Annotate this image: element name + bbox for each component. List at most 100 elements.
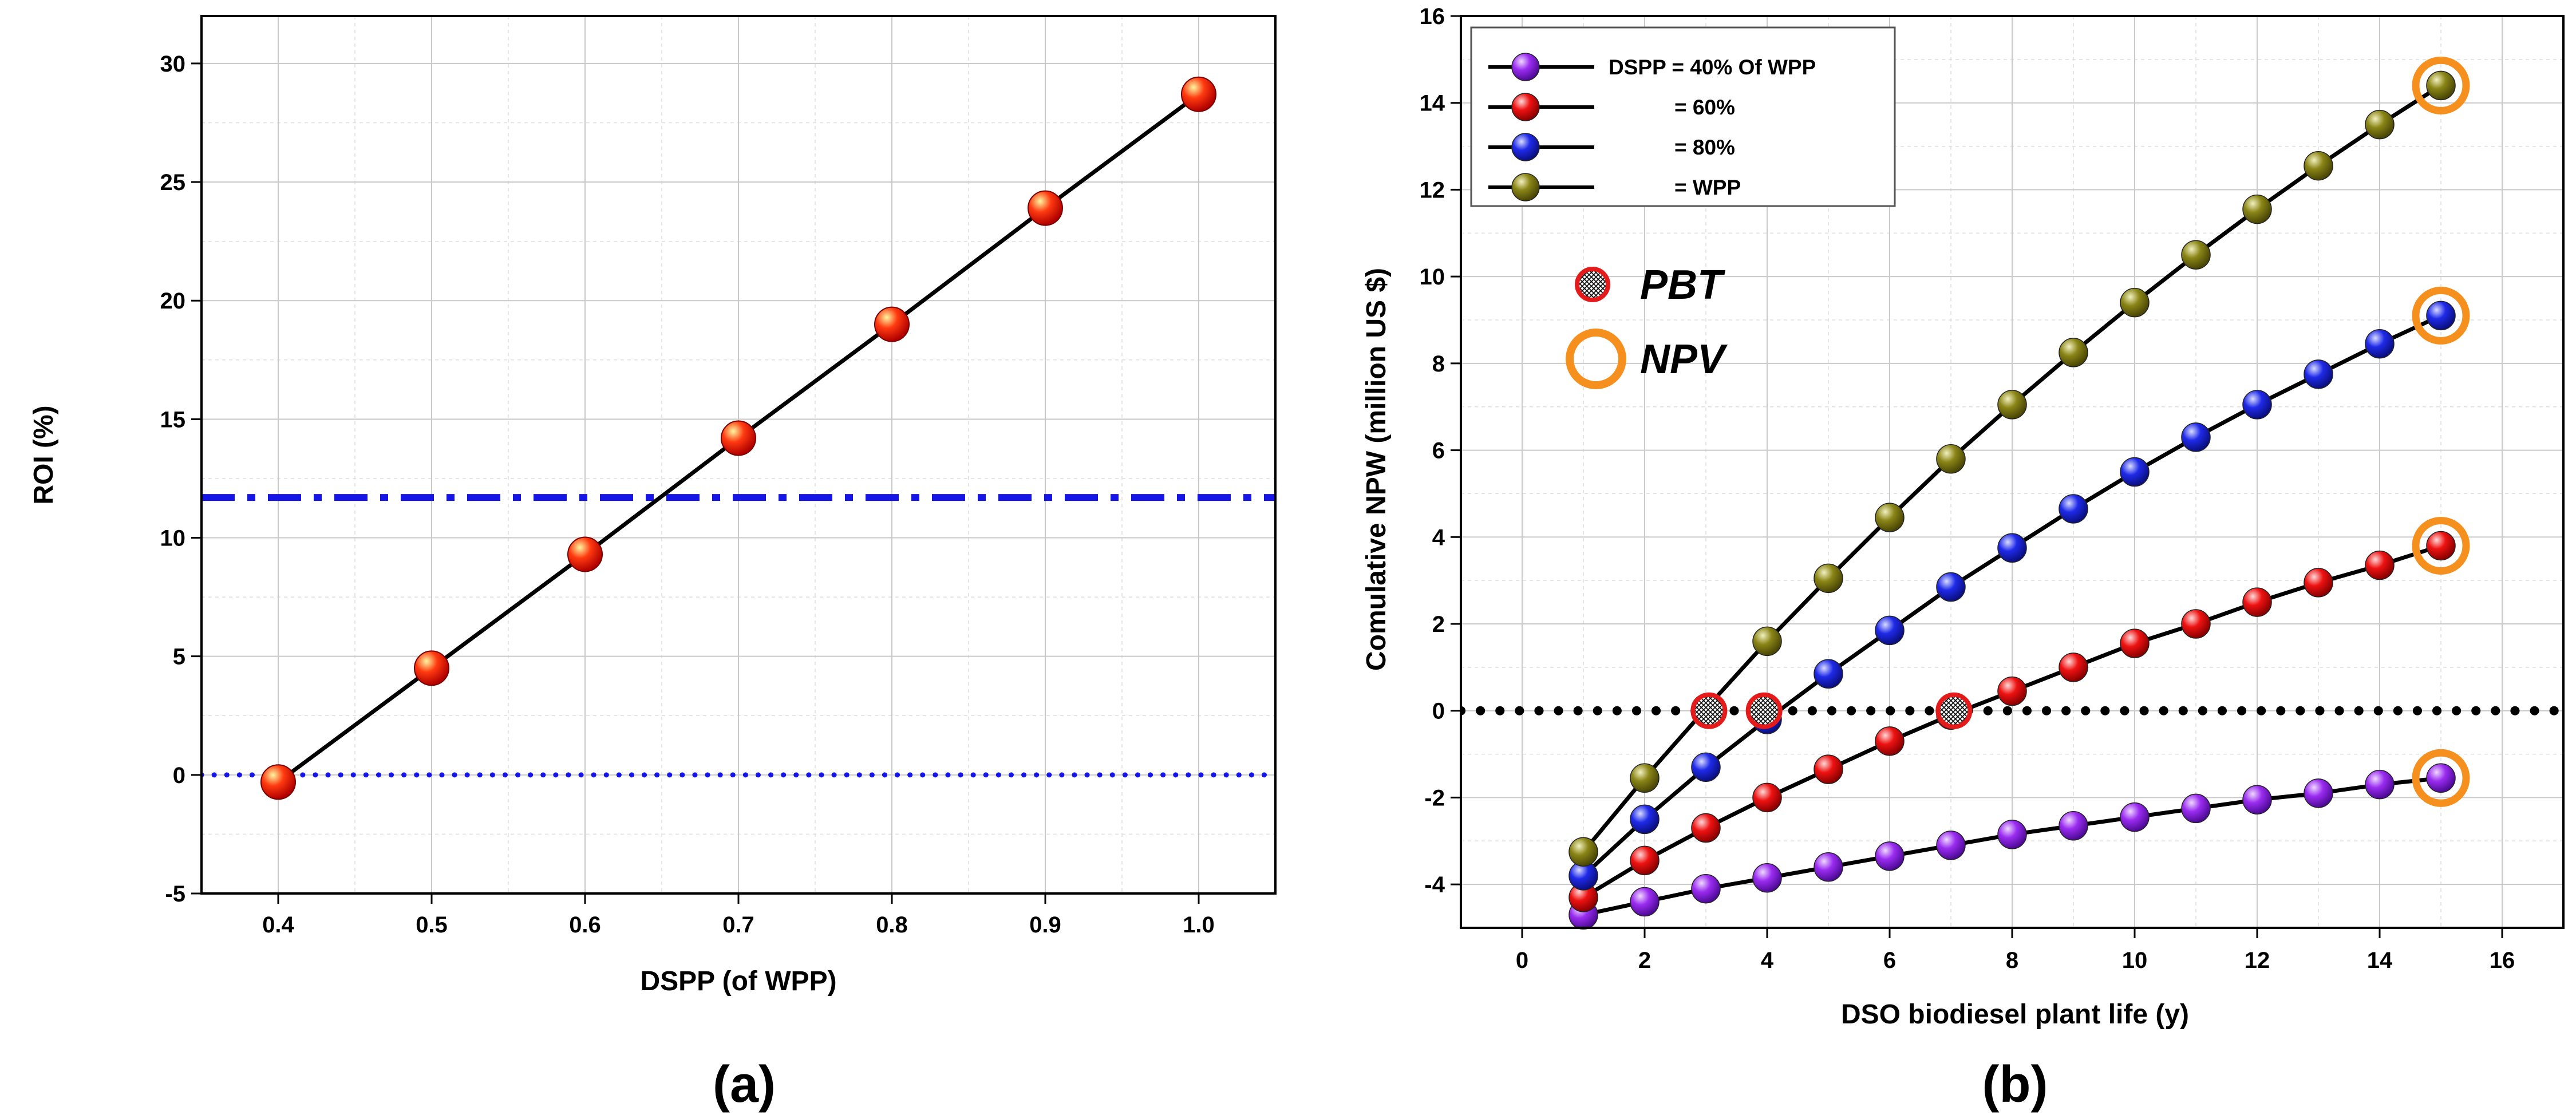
panel-a-data-point <box>1028 190 1063 226</box>
panel-b-data-point-blue <box>1997 533 2027 563</box>
panel-a-x-tick-label: 1.0 <box>1183 912 1215 938</box>
panel-b-x-tick-label: 14 <box>2367 948 2393 973</box>
panel-b-data-point-purple <box>1691 873 1721 904</box>
panel-b-data-point-olive <box>2059 338 2088 367</box>
pbt-marker <box>1935 692 1973 729</box>
panel-b-x-tick-label: 8 <box>2006 948 2018 973</box>
panel-a-x-ticks: 0.4 0.5 0.6 0.7 0.8 0.9 1.0 <box>262 893 1215 938</box>
panel-b-y-tick-label: 10 <box>1420 264 1445 290</box>
panel-b-data-point-red <box>2365 550 2395 580</box>
panel-a-x-tick-label: 0.8 <box>876 912 908 938</box>
panel-b-x-ticks: 0 2 4 6 8 10 12 14 16 <box>1516 928 2515 973</box>
legend-label: DSPP = 40% Of WPP <box>1609 56 1816 79</box>
panel-b-data-point-purple <box>2365 769 2395 800</box>
npv-annotation: NPV <box>1566 329 1728 389</box>
panel-a-series <box>260 76 1216 800</box>
panel-a-x-tick-label: 0.4 <box>262 912 294 938</box>
npv-marker <box>2412 56 2470 114</box>
panel-b-legend: DSPP = 40% Of WPP = 60% = 80% = WPP <box>1470 26 1896 207</box>
panel-b-data-point-olive <box>1568 837 1598 867</box>
panel-b-x-tick-label: 6 <box>1883 948 1896 973</box>
panel-b-data-point-olive <box>2365 109 2395 140</box>
panel-b-data-point-red <box>1630 845 1660 876</box>
npv-marker <box>2412 516 2470 575</box>
panel-b: 0 2 4 6 8 10 12 14 16 -4 -2 0 2 4 6 8 10 12 14 16 DSPP = 4… <box>1361 4 2565 1113</box>
panel-b-data-point-purple <box>1936 831 1966 860</box>
panel-b-x-axis-title: DSO biodiesel plant life (y) <box>1841 999 2189 1030</box>
panel-a-reference-lines <box>202 494 1275 778</box>
panel-b-y-axis-title: Comulative NPW (million US $) <box>1361 268 1392 671</box>
legend-marker <box>1511 93 1540 121</box>
panel-a-y-tick-label: 30 <box>160 52 186 77</box>
panel-a-data-point <box>874 306 910 342</box>
panel-b-y-tick-label: -2 <box>1424 785 1445 810</box>
npv-annotation-label: NPV <box>1640 337 1728 382</box>
panel-b-data-point-purple <box>2059 810 2088 841</box>
panel-a-y-tick-label: 20 <box>160 288 186 314</box>
panel-b-data-point-olive <box>2426 70 2456 101</box>
panel-b-data-point-purple <box>1630 887 1660 917</box>
panel-b-data-point-purple <box>2242 785 2272 814</box>
panel-a-y-tick-label: 0 <box>173 763 185 788</box>
pbt-annotation-label: PBT <box>1640 262 1726 308</box>
panel-b-data-point-olive <box>1875 503 1905 532</box>
panel-b-y-tick-label: 8 <box>1432 351 1445 377</box>
legend-item-blue: = 80% <box>1488 133 1735 161</box>
panel-b-x-tick-label: 4 <box>1761 948 1774 973</box>
panel-b-data-point-olive <box>2120 287 2150 318</box>
panel-b-data-point-red <box>1814 754 1843 784</box>
legend-label: = 60% <box>1674 96 1735 119</box>
panel-b-data-point-blue <box>1630 804 1660 835</box>
panel-b-data-point-red <box>2120 628 2150 658</box>
panel-b-data-point-red <box>1691 813 1721 843</box>
npv-annotation-marker <box>1566 329 1626 389</box>
panel-b-data-point-olive <box>1814 563 1843 594</box>
pbt-marker <box>1745 692 1783 729</box>
panel-b-data-point-blue <box>2181 422 2211 452</box>
panel-b-y-tick-label: 14 <box>1420 91 1445 116</box>
panel-b-data-point-blue <box>1814 659 1843 689</box>
panel-b-data-point-red <box>1875 726 1905 756</box>
panel-b-pbt-markers <box>1690 692 1973 729</box>
legend-item-olive: = WPP <box>1488 173 1741 201</box>
panel-b-data-point-red <box>2242 587 2272 617</box>
panel-a-y-ticks: -5 0 5 10 15 20 25 30 <box>160 52 202 907</box>
panel-b-y-tick-label: 4 <box>1432 525 1445 550</box>
panel-b-data-point-purple <box>2120 802 2150 832</box>
panel-b-data-point-olive <box>1997 390 2027 420</box>
panel-b-data-point-olive <box>2242 194 2272 224</box>
panel-b-data-point-blue <box>1875 615 1905 646</box>
panel-b-data-point-purple <box>2426 763 2456 793</box>
panel-b-data-point-blue <box>1691 752 1721 782</box>
npv-marker <box>2412 286 2470 345</box>
legend-item-red: = 60% <box>1488 93 1735 121</box>
panel-b-data-point-olive <box>1752 626 1782 657</box>
panel-b-y-tick-label: 2 <box>1432 612 1445 637</box>
panel-a-x-tick-label: 0.5 <box>416 912 448 938</box>
panel-b-data-point-olive <box>2181 240 2211 270</box>
pbt-annotation: PBT <box>1575 262 1726 308</box>
panel-a-y-tick-label: 25 <box>160 170 186 195</box>
panel-b-data-point-purple <box>1997 820 2027 849</box>
panel-b-data-point-purple <box>1752 863 1782 893</box>
panel-b-data-point-red <box>1752 782 1782 813</box>
panel-a-y-tick-label: -5 <box>165 881 185 907</box>
panel-a-x-tick-label: 0.9 <box>1029 912 1061 938</box>
panel-b-data-point-olive <box>1630 763 1660 793</box>
panel-b-y-tick-label: 16 <box>1420 4 1445 29</box>
panel-a-y-tick-label: 15 <box>160 407 186 432</box>
panel-a-x-tick-label: 0.7 <box>722 912 754 938</box>
panel-b-y-tick-label: 0 <box>1432 699 1445 724</box>
panel-b-x-tick-label: 10 <box>2122 948 2148 973</box>
legend-marker <box>1511 173 1540 201</box>
panel-a-label: (a) <box>713 1056 776 1113</box>
panel-b-y-tick-label: 12 <box>1420 177 1445 203</box>
panel-a-data-point <box>260 764 296 800</box>
panel-b-y-ticks: -4 -2 0 2 4 6 8 10 12 14 16 <box>1420 4 1461 897</box>
pbt-annotation-marker <box>1575 267 1610 302</box>
panel-a-y-tick-label: 5 <box>173 644 185 670</box>
panel-b-data-point-olive <box>1936 444 1966 474</box>
panel-a-y-tick-label: 10 <box>160 526 186 551</box>
panel-b-x-tick-label: 12 <box>2245 948 2270 973</box>
